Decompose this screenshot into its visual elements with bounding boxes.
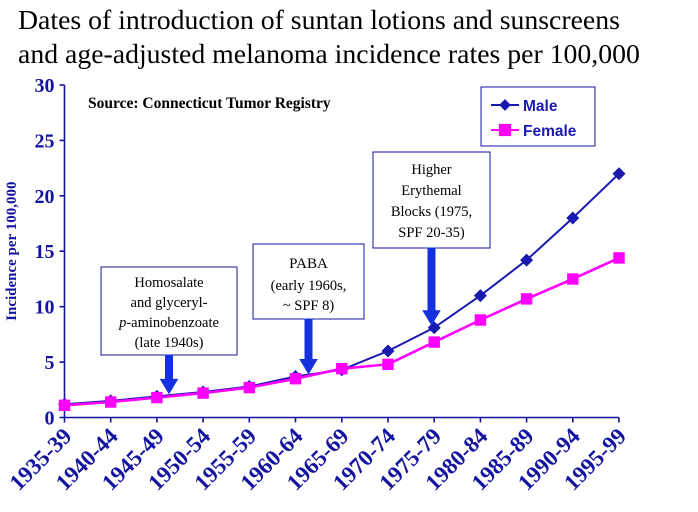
svg-text:25: 25 <box>35 130 55 152</box>
svg-text:Blocks (1975,: Blocks (1975, <box>391 204 472 220</box>
svg-text:Homosalate: Homosalate <box>134 275 203 291</box>
svg-text:p-aminobenzoate: p-aminobenzoate <box>118 315 219 331</box>
svg-text:Female: Female <box>523 123 577 140</box>
svg-text:30: 30 <box>35 75 55 97</box>
svg-text:5: 5 <box>45 352 55 374</box>
svg-text:Incidence per 100,000: Incidence per 100,000 <box>4 182 20 321</box>
svg-text:15: 15 <box>35 241 55 263</box>
svg-text:SPF 20-35): SPF 20-35) <box>398 225 465 241</box>
svg-text:(late 1940s): (late 1940s) <box>135 335 204 351</box>
svg-text:0: 0 <box>45 408 55 430</box>
svg-text:Erythemal: Erythemal <box>401 183 461 199</box>
svg-text:PABA: PABA <box>289 256 328 272</box>
svg-text:and glyceryl-: and glyceryl- <box>131 295 208 311</box>
svg-text:20: 20 <box>35 186 55 208</box>
svg-text:Source: Connecticut Tumor Regi: Source: Connecticut Tumor Registry <box>88 95 331 112</box>
svg-text:Higher: Higher <box>411 162 451 178</box>
svg-text:(early 1960s,: (early 1960s, <box>271 278 347 294</box>
svg-text:~ SPF 8): ~ SPF 8) <box>283 298 335 314</box>
svg-text:10: 10 <box>35 297 55 319</box>
svg-text:Male: Male <box>523 98 558 115</box>
